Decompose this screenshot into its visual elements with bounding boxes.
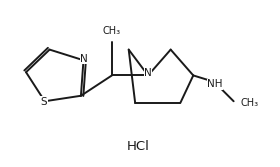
Text: CH₃: CH₃ <box>103 26 121 36</box>
Text: HCl: HCl <box>127 140 150 153</box>
Text: N: N <box>144 68 152 78</box>
Text: N: N <box>80 54 88 64</box>
Text: CH₃: CH₃ <box>241 98 259 108</box>
Text: NH: NH <box>207 79 223 90</box>
Text: S: S <box>41 97 47 107</box>
